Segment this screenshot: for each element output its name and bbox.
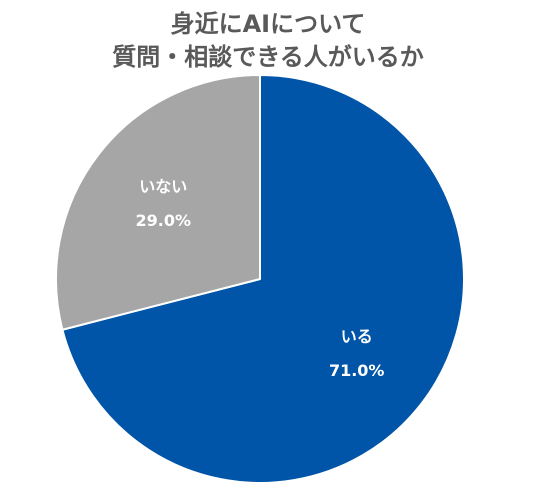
slice-category-label-0: いる xyxy=(341,327,373,346)
slice-category-label-1: いない xyxy=(139,177,187,196)
slice-value-label-1: 29.0% xyxy=(136,211,192,230)
slice-value-label-0: 71.0% xyxy=(329,361,385,380)
pie-slice-0 xyxy=(61,74,465,484)
chart-title-line-1: 身近にAIについて xyxy=(170,10,366,38)
pie-slice-1 xyxy=(55,74,261,331)
chart-title-line-2: 質問・相談できる人がいるか xyxy=(112,43,424,71)
